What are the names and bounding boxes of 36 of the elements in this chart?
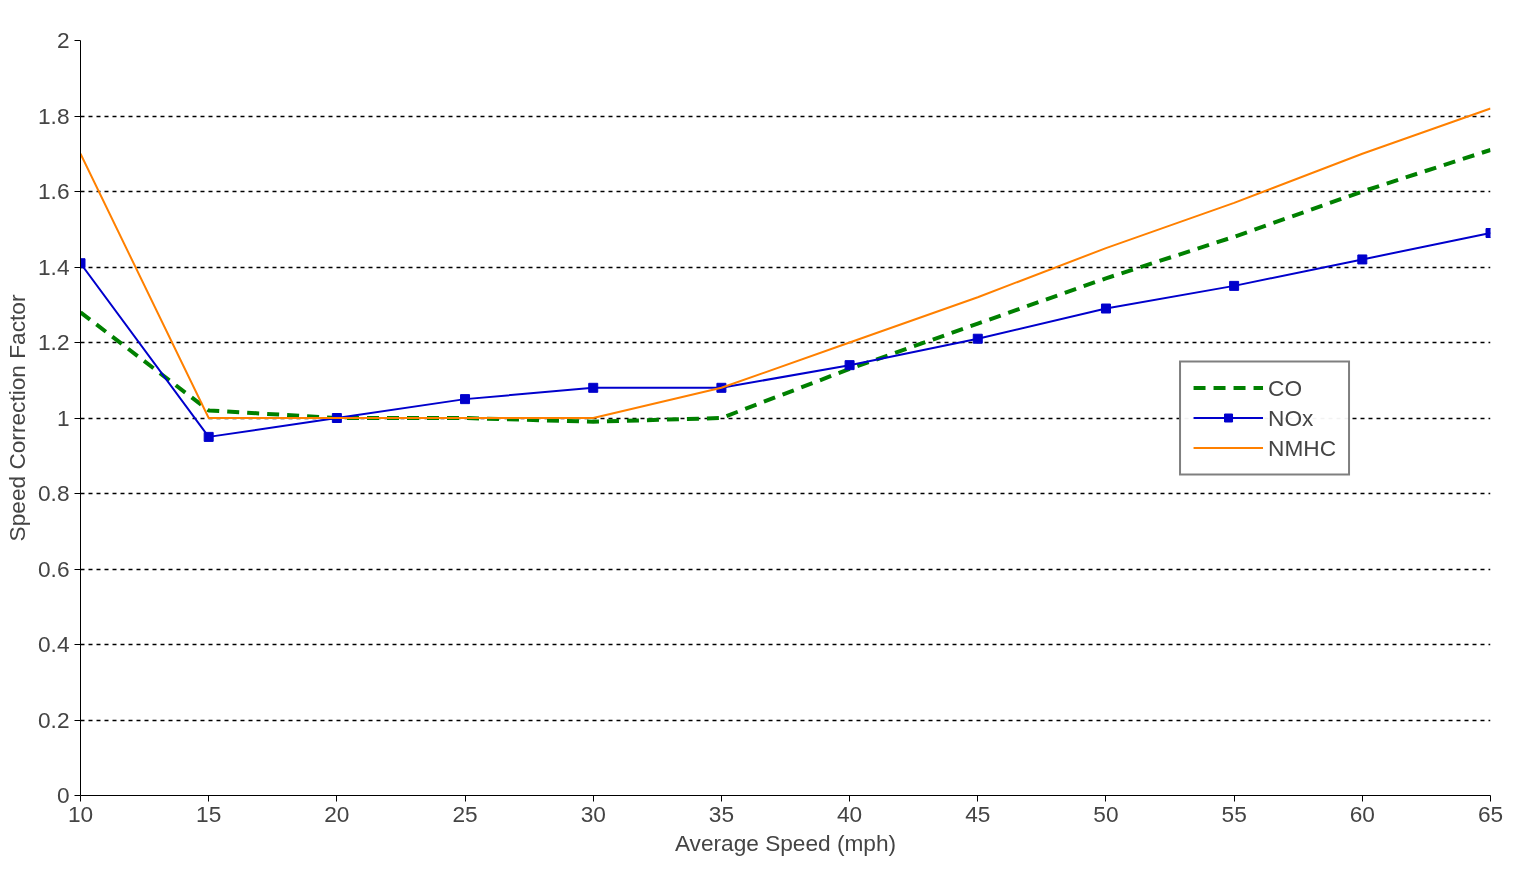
x-tick-label: 60 <box>1349 800 1375 827</box>
y-tick-label: 0.6 <box>38 555 70 582</box>
y-tick-label: 0.2 <box>38 706 70 733</box>
x-axis-title: Average Speed (mph) <box>674 829 897 856</box>
x-tick-label: 45 <box>965 800 991 827</box>
x-tick-label: 30 <box>580 800 606 827</box>
y-tick-label: 0.4 <box>38 631 70 657</box>
point <box>203 431 214 442</box>
point <box>972 333 983 344</box>
y-tick-label: 1.8 <box>38 102 70 129</box>
x-tick-label: 20 <box>324 800 350 827</box>
x-tick-label: 15 <box>196 800 222 827</box>
y-tick-label: 0 <box>56 782 70 808</box>
x-tick-label: 50 <box>1093 800 1119 827</box>
point <box>1357 254 1368 265</box>
legend-label: CO <box>1268 374 1303 401</box>
point <box>844 360 855 371</box>
x-tick-label: 10 <box>67 800 94 827</box>
y-tick-label: 1 <box>56 404 70 431</box>
x-tick-label: 40 <box>836 800 863 827</box>
legend-label: NOx <box>1268 404 1314 431</box>
x-tick-label: 55 <box>1221 800 1247 827</box>
point <box>1229 280 1240 291</box>
point <box>1100 303 1111 314</box>
y-tick-label: 2 <box>56 27 70 53</box>
point <box>588 382 599 393</box>
y-tick-label: 1.4 <box>38 253 70 280</box>
y-tick-label: 1.2 <box>38 329 70 355</box>
y-tick-label: 1.6 <box>38 178 70 204</box>
y-tick-label: 0.8 <box>38 480 70 506</box>
y-axis-title: Speed Correction Factor <box>4 294 30 542</box>
x-tick-label: 35 <box>708 800 735 827</box>
point <box>460 394 471 405</box>
x-tick-label: 25 <box>452 800 478 827</box>
x-tick-label: 65 <box>1477 800 1504 827</box>
legend-label: NMHC <box>1268 434 1336 461</box>
